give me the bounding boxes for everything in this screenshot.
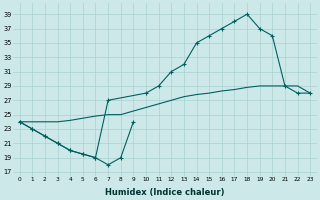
X-axis label: Humidex (Indice chaleur): Humidex (Indice chaleur) — [105, 188, 225, 197]
